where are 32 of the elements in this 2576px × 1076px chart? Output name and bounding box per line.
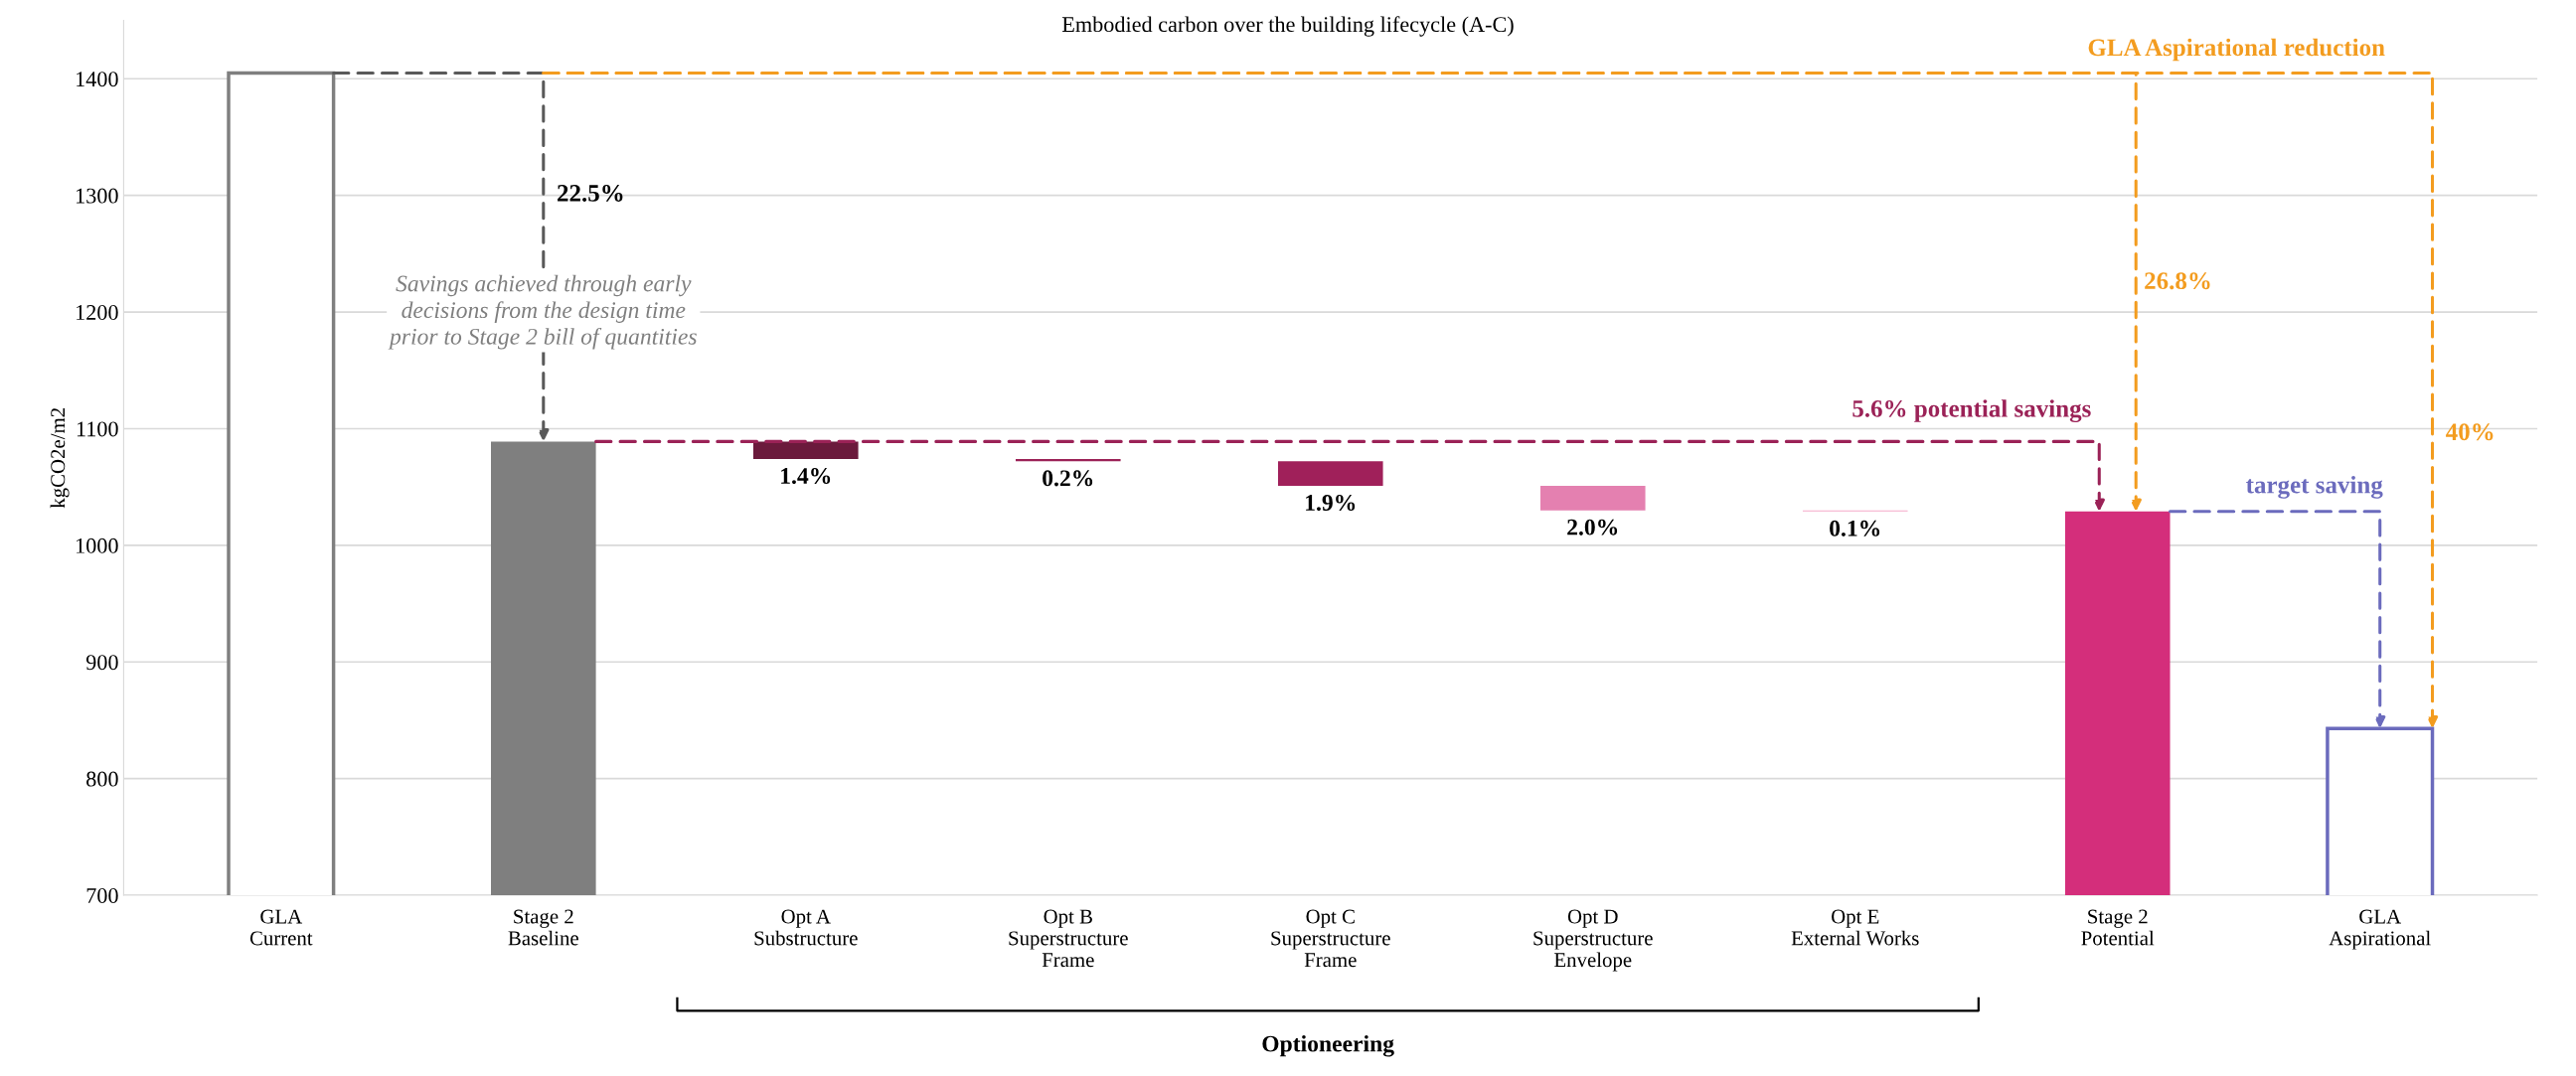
annotation: 1.9% <box>1306 495 1356 512</box>
x-tick-label: Opt C Superstructure Frame <box>1271 909 1390 968</box>
x-tick-label: Stage 2 Potential <box>2081 909 2155 946</box>
y-tick-label: 1200 <box>77 305 118 320</box>
text: Optioneering <box>1262 1034 1394 1057</box>
x-tick-label: Opt B Superstructure Frame <box>1009 909 1128 968</box>
annotation: target saving <box>2246 475 2383 499</box>
chart-title: Embodied carbon over the building lifecycle (A-C) <box>1061 16 1514 37</box>
y-tick-label: 900 <box>85 655 118 671</box>
y-axis-title: kgCO2e/m2 <box>50 408 70 509</box>
annotation: 0.1% <box>1830 520 1880 537</box>
annotation: 26.8% <box>2145 272 2210 290</box>
annotation: 1.4% <box>781 468 831 485</box>
x-tick-label: Opt E External Works <box>1791 909 1919 946</box>
annotation: Savings achieved through early decisions from the design time prior to Stage 2 bill of quantities <box>388 274 697 350</box>
y-tick-label: 700 <box>86 887 118 903</box>
x-tick-label: Opt D Superstructure Envelope <box>1533 909 1653 972</box>
y-tick-label: 800 <box>86 771 118 787</box>
y-tick-label: 1400 <box>77 72 118 87</box>
x-tick-label: Opt A Substructure <box>754 909 858 946</box>
annotation: 40% <box>2446 423 2494 441</box>
y-tick-label: 1300 <box>77 188 118 204</box>
annotation: 0.2% <box>1043 470 1093 487</box>
annotation: 2.0% <box>1567 519 1618 536</box>
y-tick-label: 1000 <box>77 538 118 553</box>
x-tick-label: Stage 2 Baseline <box>508 909 578 946</box>
annotation: 22.5% <box>558 184 623 202</box>
x-tick-label: GLA Current <box>249 909 313 946</box>
annotation: 5.6% potential savings <box>1852 399 2091 423</box>
x-tick-label: GLA Aspirational <box>2329 909 2431 950</box>
annotation: GLA Aspirational reduction <box>2088 38 2385 62</box>
y-tick-label: 1100 <box>77 421 118 437</box>
